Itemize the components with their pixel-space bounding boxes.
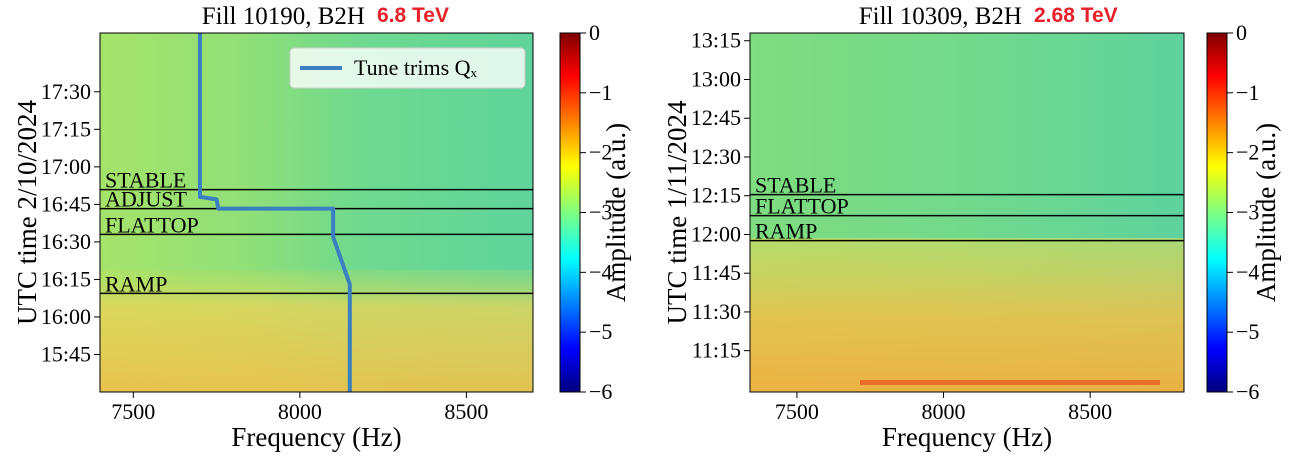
chart-title: Fill 10190, B2H [202,3,365,30]
colorbar-tick-label: −6 [589,379,612,404]
colorbar-tick-label: −2 [589,140,612,165]
y-tick-label: 13:00 [691,66,741,91]
y-axis-label: UTC time 2/10/2024 [12,100,42,325]
y-tick-label: 16:45 [41,191,91,216]
x-tick-label: 8000 [278,399,322,424]
colorbar-tick-label: −6 [1236,379,1259,404]
phase-label: STABLE [105,168,186,193]
phase-label: ADJUST [105,187,187,212]
colorbar [1206,32,1228,393]
title-note: 6.8 TeV [377,4,449,27]
colorbar-tick-label: −4 [1236,259,1259,284]
x-tick-label: 7500 [775,399,819,424]
plot-frame [749,32,1185,393]
legend-box [289,47,526,89]
colorbar-tick-label: −3 [1236,200,1259,225]
y-tick-label: 11:15 [692,338,741,363]
plot-frame [99,32,534,393]
chart-title: Fill 10309, B2H [859,3,1022,30]
colorbar-tick-label: −3 [589,200,612,225]
y-tick-label: 12:45 [691,105,741,130]
x-tick-label: 7500 [111,399,155,424]
phase-label: RAMP [105,271,167,296]
y-tick-label: 11:30 [692,299,741,324]
colorbar-tick-label: 0 [589,20,600,45]
phase-label: FLATTOP [755,194,849,219]
y-tick-label: 11:45 [692,260,741,285]
colorbar-tick-label: −4 [589,259,612,284]
colorbar-label: Amplitude (a.u.) [1251,123,1281,302]
phase-label: STABLE [755,173,836,198]
x-tick-label: 8500 [444,399,488,424]
y-axis-label: UTC time 1/11/2024 [662,100,692,324]
colorbar-tick-label: −5 [1236,319,1259,344]
colorbar-tick-label: −5 [589,319,612,344]
y-tick-label: 15:45 [41,341,91,366]
y-tick-label: 17:15 [41,116,91,141]
x-tick-label: 8500 [1068,399,1112,424]
tune-trim-line [197,33,352,392]
y-tick-label: 12:00 [691,221,741,246]
x-axis-label: Frequency (Hz) [231,422,401,452]
x-axis-label: Frequency (Hz) [882,422,1052,452]
y-tick-label: 16:30 [41,229,91,254]
phase-label: RAMP [755,219,817,244]
spectrogram-background [100,33,1184,392]
x-tick-label: 8000 [922,399,966,424]
y-tick-label: 13:15 [691,28,741,53]
colorbar [559,32,581,393]
colorbar-tick-label: −1 [589,80,612,105]
colorbar-tick-label: −2 [1236,140,1259,165]
y-tick-label: 17:30 [41,79,91,104]
legend: Tune trims Qₓ [289,47,526,89]
y-tick-label: 16:15 [41,266,91,291]
title-note: 2.68 TeV [1034,4,1118,27]
y-tick-label: 17:00 [41,154,91,179]
y-tick-label: 16:00 [41,304,91,329]
colorbar-tick-label: −1 [1236,80,1259,105]
y-tick-label: 12:30 [691,144,741,169]
y-tick-label: 12:15 [691,183,741,208]
colorbar-tick-label: 0 [1236,20,1247,45]
legend-label: Tune trims Qₓ [354,55,478,80]
phase-label: FLATTOP [105,212,199,237]
colorbar-label: Amplitude (a.u.) [601,123,631,302]
